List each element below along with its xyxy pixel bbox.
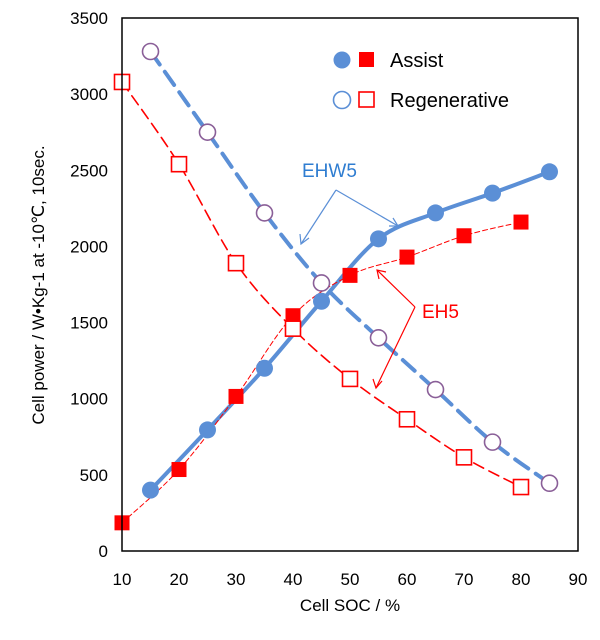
legend-assist-red-marker [359, 52, 374, 67]
y-tick-label: 2500 [70, 161, 108, 180]
eh5-annotation: EH5 [372, 269, 459, 390]
data-point [227, 254, 245, 272]
data-point [285, 308, 301, 324]
data-point [369, 328, 388, 347]
x-tick-label: 90 [569, 570, 588, 589]
x-tick-label: 10 [113, 570, 132, 589]
x-tick-label: 20 [170, 570, 189, 589]
x-tick-label: 30 [227, 570, 246, 589]
y-tick-label: 2000 [70, 237, 108, 256]
x-tick-label: 80 [512, 570, 531, 589]
data-point [342, 267, 358, 283]
data-point [313, 292, 330, 310]
eh5-label: EH5 [422, 302, 459, 323]
data-point [398, 410, 416, 428]
data-point [171, 462, 187, 478]
data-point [540, 474, 559, 493]
x-tick-label: 50 [341, 570, 360, 589]
data-point [198, 123, 217, 142]
data-point [455, 449, 473, 466]
data-point [142, 481, 159, 499]
axis-ticks: 10 20 30 40 50 60 70 80 90 0 500 1000 1500 2000 2500 30… [70, 9, 587, 589]
eh5-arrowhead-down [372, 378, 383, 390]
data-point [341, 370, 359, 388]
y-tick-label: 1000 [70, 390, 108, 409]
x-tick-label: 40 [284, 570, 303, 589]
data-point [284, 320, 302, 337]
legend-assist-blue-marker [333, 51, 351, 69]
series-line-4 [121, 81, 522, 488]
data-point [228, 388, 244, 404]
y-axis-title: Cell power / W•Kg-1 at -10℃, 10sec. [29, 145, 48, 424]
data-point [399, 249, 415, 265]
ehw5-arrowhead-left [299, 233, 310, 246]
data-point [456, 228, 472, 244]
ehw5-label: EHW5 [302, 161, 357, 182]
data-point [370, 230, 387, 248]
data-point [255, 204, 274, 222]
y-tick-label: 1500 [70, 314, 108, 333]
y-tick-label: 3500 [70, 9, 108, 28]
ehw5-arrow-left [300, 189, 337, 245]
plot-frame [121, 17, 579, 552]
y-tick-label: 0 [99, 542, 108, 561]
eh5-arrowhead-up [376, 269, 387, 280]
data-point [541, 163, 558, 181]
legend-regen-red-marker [358, 91, 375, 108]
ehw5-annotation: EHW5 [299, 161, 400, 246]
ehw5-arrow-right [335, 189, 399, 227]
data-point [427, 204, 444, 222]
data-point [199, 421, 216, 439]
x-axis-title: Cell SOC / % [300, 596, 400, 615]
legend-regen-label: Regenerative [390, 90, 509, 112]
x-tick-label: 70 [455, 570, 474, 589]
y-tick-label: 3000 [70, 85, 108, 104]
eh5-arrow-down [375, 306, 416, 389]
data-point [426, 380, 445, 399]
data-point [484, 184, 501, 202]
data-point [141, 42, 160, 61]
legend-regen-blue-marker [332, 90, 352, 110]
legend: Assist Regenerative [332, 50, 509, 112]
data-point [256, 359, 273, 377]
data-point [170, 155, 188, 173]
ehw5-arrowhead-right [389, 217, 400, 227]
series-layer [113, 42, 559, 531]
data-point [483, 433, 502, 451]
x-tick-label: 60 [398, 570, 417, 589]
data-point [512, 478, 530, 496]
data-point [312, 274, 331, 292]
legend-assist-label: Assist [390, 50, 444, 72]
y-tick-label: 500 [80, 466, 108, 485]
eh5-arrow-up [376, 269, 416, 308]
data-point [513, 214, 529, 230]
